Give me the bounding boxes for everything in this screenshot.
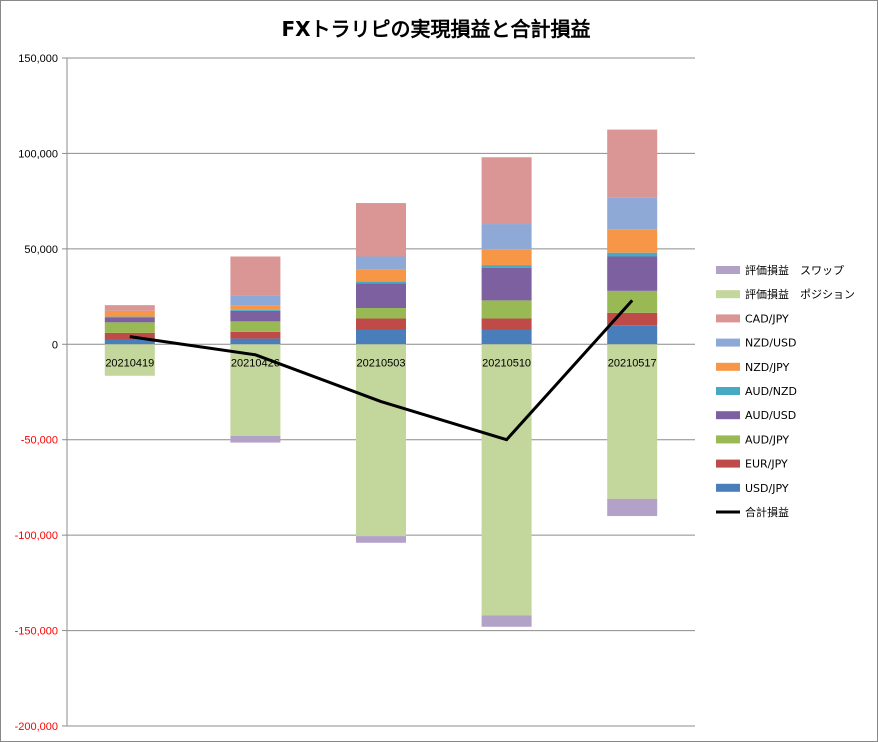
legend-swatch — [716, 435, 740, 444]
bar-segment — [230, 256, 281, 296]
axes: 150,000 100,000 50,000 0 -50,000 -100,000 -150… — [15, 53, 68, 733]
bar-segment — [356, 283, 406, 309]
bar-segment — [104, 305, 155, 311]
bar-segment — [230, 435, 281, 443]
x-category-label: 20210426 — [231, 357, 280, 369]
chart-title: FXトラリピの実現損益と合計損益 — [281, 17, 591, 41]
y-tick-label: 0 — [52, 339, 58, 351]
bar-segment — [607, 197, 658, 230]
legend-label: 評価損益 スワップ — [745, 263, 844, 277]
bar-segment — [607, 344, 658, 499]
y-tick-label: -150,000 — [15, 626, 58, 638]
legend-swatch — [716, 411, 740, 420]
bar-segment — [356, 281, 406, 284]
bars — [104, 129, 658, 627]
bar-segment — [607, 325, 658, 345]
bar-segment — [104, 332, 155, 340]
legend-label: EUR/JPY — [745, 458, 788, 471]
bar-segment — [230, 338, 281, 345]
legend-swatch — [716, 459, 740, 468]
bar-segment — [481, 267, 532, 301]
bar-segment — [230, 321, 281, 332]
bar-segment — [356, 318, 406, 330]
bar-segment — [356, 256, 406, 270]
bar-segment — [481, 157, 532, 225]
y-tick-label: -200,000 — [15, 721, 58, 733]
y-tick-label: 100,000 — [18, 148, 58, 160]
legend-label: 合計損益 — [745, 505, 789, 519]
bar-segment — [356, 344, 406, 537]
bar-segment — [481, 344, 532, 616]
bar-segment — [230, 295, 281, 306]
bar-segment — [607, 252, 658, 257]
legend-label: CAD/JPY — [745, 312, 789, 325]
bar-segment — [356, 203, 406, 257]
bar-segment — [481, 265, 532, 268]
y-tick-label: 50,000 — [24, 244, 58, 256]
legend-label: 評価損益 ポジション — [745, 287, 855, 301]
legend-label: NZD/JPY — [745, 361, 790, 374]
bar-segment — [104, 344, 155, 376]
bar-segment — [104, 310, 155, 317]
legend-label: AUD/JPY — [745, 433, 789, 446]
bar-segment — [481, 224, 532, 250]
bar-segment — [356, 329, 406, 345]
legend-swatch — [716, 290, 740, 299]
y-tick-label: -50,000 — [21, 435, 58, 447]
legend-swatch — [716, 314, 740, 323]
legend-label: AUD/NZD — [745, 385, 797, 398]
y-tick-label: 150,000 — [18, 53, 58, 65]
legend-swatch — [716, 338, 740, 347]
bar-segment — [230, 309, 281, 311]
x-category-label: 20210503 — [357, 357, 406, 369]
total-line-path — [129, 299, 634, 442]
bar-segment — [230, 310, 281, 322]
x-category-label: 20210510 — [482, 357, 531, 369]
legend-swatch — [716, 387, 740, 395]
bar-segment — [104, 317, 155, 323]
legend-label: USD/JPY — [745, 482, 789, 495]
category-labels: 20210419 20210426 20210503 20210510 20210517 — [105, 357, 656, 369]
bar-segment — [356, 536, 406, 543]
bar-segment — [607, 498, 658, 517]
legend-swatch — [716, 483, 740, 492]
y-tick-label: -100,000 — [15, 530, 58, 542]
x-category-label: 20210419 — [105, 357, 154, 369]
bar-segment — [607, 129, 658, 198]
bar-segment — [104, 322, 155, 333]
bar-segment — [607, 229, 658, 253]
bar-segment — [356, 308, 406, 319]
bar-segment — [481, 615, 532, 627]
bar-segment — [481, 329, 532, 345]
bar-segment — [481, 300, 532, 319]
bar-segment — [230, 305, 281, 310]
bar-segment — [230, 331, 281, 339]
total-line — [129, 299, 634, 442]
bar-segment — [607, 256, 658, 291]
bar-segment — [481, 318, 532, 330]
bar-segment — [356, 269, 406, 282]
legend-label: AUD/USD — [745, 409, 796, 422]
bar-segment — [104, 339, 155, 345]
legend-swatch — [716, 266, 740, 274]
legend-label: NZD/USD — [745, 337, 796, 350]
bar-segment — [481, 249, 532, 266]
legend-swatch — [716, 362, 740, 371]
bar-segment — [104, 316, 155, 318]
x-category-label: 20210517 — [608, 357, 657, 369]
